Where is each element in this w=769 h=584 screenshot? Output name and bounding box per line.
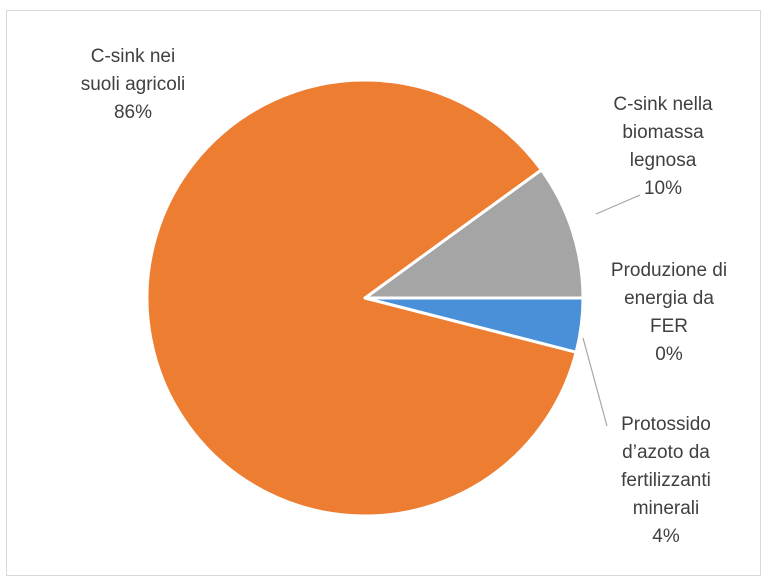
pie-slice-2 bbox=[145, 78, 578, 518]
slice-label-4: Produzione di energia da FER 0% bbox=[611, 260, 727, 365]
slice-label-2: C-sink nei suoli agricoli 86% bbox=[81, 46, 186, 123]
slice-label-1: C-sink nella biomassa legnosa 10% bbox=[613, 94, 713, 199]
pie-slice-1 bbox=[363, 168, 585, 300]
slice-label-3: Protossido d’azoto da fertilizzanti mineral… bbox=[621, 414, 711, 547]
leader-line-1 bbox=[595, 194, 641, 215]
pie-slices bbox=[145, 78, 585, 518]
leader-line-3 bbox=[582, 337, 608, 427]
